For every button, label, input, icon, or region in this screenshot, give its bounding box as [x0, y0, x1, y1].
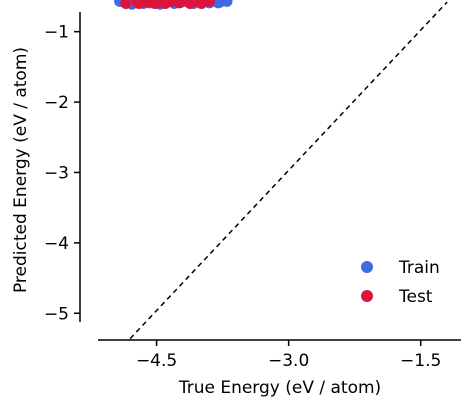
y-axis-label: Predicted Energy (eV / atom): [11, 47, 31, 293]
test-point: [163, 0, 175, 7]
y-tick-label: −2: [44, 93, 69, 113]
y-tick-label: −4: [44, 234, 69, 254]
test-point: [120, 0, 132, 10]
legend-train-label: Train: [398, 258, 440, 278]
y-tick-label: −5: [44, 304, 69, 324]
x-tick-label: −1.5: [400, 351, 441, 371]
test-point: [149, 0, 161, 10]
legend-train-marker: [361, 261, 373, 273]
x-tick-label: −3.0: [268, 351, 309, 371]
legend: Train Test: [361, 258, 440, 307]
train-point: [221, 0, 233, 7]
test-point: [173, 0, 185, 9]
y-tick-label: −1: [44, 23, 69, 43]
x-axis-label: True Energy (eV / atom): [178, 378, 381, 398]
test-point: [195, 0, 207, 10]
y-axis-ticks: −1 −2 −3 −4 −5: [44, 23, 80, 324]
legend-test-marker: [361, 290, 373, 302]
test-series: [120, 0, 215, 10]
y-tick-label: −3: [44, 163, 69, 183]
test-point: [184, 0, 196, 10]
test-point: [140, 0, 152, 7]
train-point: [212, 0, 224, 9]
x-axis-ticks: −4.5 −3.0 −1.5: [136, 340, 441, 371]
legend-test-label: Test: [398, 287, 433, 307]
x-tick-label: −4.5: [136, 351, 177, 371]
